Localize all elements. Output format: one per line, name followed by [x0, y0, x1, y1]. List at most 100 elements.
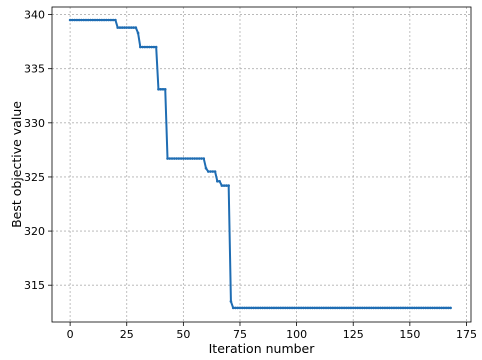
x-tick-label: 25	[120, 328, 134, 341]
data-point	[438, 307, 441, 310]
data-point	[150, 46, 153, 49]
data-point	[94, 19, 97, 22]
data-point	[221, 184, 224, 187]
data-point	[318, 307, 321, 310]
data-point	[284, 307, 287, 310]
data-point	[171, 157, 174, 160]
data-point	[289, 307, 292, 310]
data-point	[366, 307, 369, 310]
data-point	[399, 307, 402, 310]
data-point	[248, 307, 251, 310]
data-point	[354, 307, 357, 310]
data-point	[110, 19, 113, 22]
data-point	[159, 88, 162, 91]
data-point	[359, 307, 362, 310]
data-point	[198, 157, 201, 160]
data-point	[101, 19, 104, 22]
data-point	[250, 307, 253, 310]
data-point	[69, 19, 72, 22]
data-point	[409, 307, 412, 310]
data-point	[393, 307, 396, 310]
data-point	[384, 307, 387, 310]
data-point	[307, 307, 310, 310]
data-point	[193, 157, 196, 160]
y-tick-label: 330	[24, 117, 45, 130]
data-point	[80, 19, 83, 22]
data-point	[316, 307, 319, 310]
data-point	[420, 307, 423, 310]
data-point	[223, 184, 226, 187]
data-point	[404, 307, 407, 310]
data-point	[261, 307, 264, 310]
data-point	[214, 170, 217, 173]
data-point	[336, 307, 339, 310]
data-point	[168, 157, 171, 160]
data-point	[191, 157, 194, 160]
x-tick-label: 100	[286, 328, 307, 341]
data-point	[302, 307, 305, 310]
data-point	[293, 307, 296, 310]
data-point	[424, 307, 427, 310]
data-point	[132, 26, 135, 29]
data-point	[157, 88, 160, 91]
data-point	[121, 26, 124, 29]
data-point	[273, 307, 276, 310]
data-point	[114, 19, 117, 22]
data-point	[415, 307, 418, 310]
data-point	[440, 307, 443, 310]
data-point	[445, 307, 448, 310]
data-point	[268, 307, 271, 310]
data-point	[255, 307, 258, 310]
data-point	[320, 307, 323, 310]
data-point	[304, 307, 307, 310]
data-point	[279, 307, 282, 310]
data-point	[96, 19, 99, 22]
data-point	[402, 307, 405, 310]
data-point	[329, 307, 332, 310]
data-point	[180, 157, 183, 160]
data-point	[205, 167, 208, 170]
data-point	[350, 307, 353, 310]
data-point	[406, 307, 409, 310]
data-point	[411, 307, 414, 310]
data-point	[73, 19, 76, 22]
data-point	[130, 26, 133, 29]
data-point	[332, 307, 335, 310]
data-point	[368, 307, 371, 310]
data-point	[139, 46, 142, 49]
data-point	[429, 307, 432, 310]
data-point	[107, 19, 110, 22]
data-point	[443, 307, 446, 310]
data-point	[123, 26, 126, 29]
data-point	[377, 307, 380, 310]
data-point	[182, 157, 185, 160]
data-point	[76, 19, 79, 22]
data-point	[361, 307, 364, 310]
data-point	[98, 19, 101, 22]
y-tick-label: 340	[24, 9, 45, 22]
data-point	[372, 307, 375, 310]
data-point	[230, 300, 233, 303]
data-point	[252, 307, 255, 310]
data-point	[449, 307, 452, 310]
data-point	[166, 157, 169, 160]
data-point	[245, 307, 248, 310]
data-point	[155, 46, 158, 49]
data-point	[162, 88, 165, 91]
data-point	[343, 307, 346, 310]
data-point	[225, 184, 228, 187]
data-point	[291, 307, 294, 310]
data-point	[243, 307, 246, 310]
data-point	[327, 307, 330, 310]
y-axis-label: Best objective value	[9, 101, 24, 228]
data-point	[311, 307, 314, 310]
data-point	[187, 157, 190, 160]
data-point	[119, 26, 122, 29]
data-point	[103, 19, 106, 22]
data-point	[82, 19, 85, 22]
data-point	[89, 19, 92, 22]
data-point	[277, 307, 280, 310]
data-point	[375, 307, 378, 310]
data-point	[78, 19, 81, 22]
